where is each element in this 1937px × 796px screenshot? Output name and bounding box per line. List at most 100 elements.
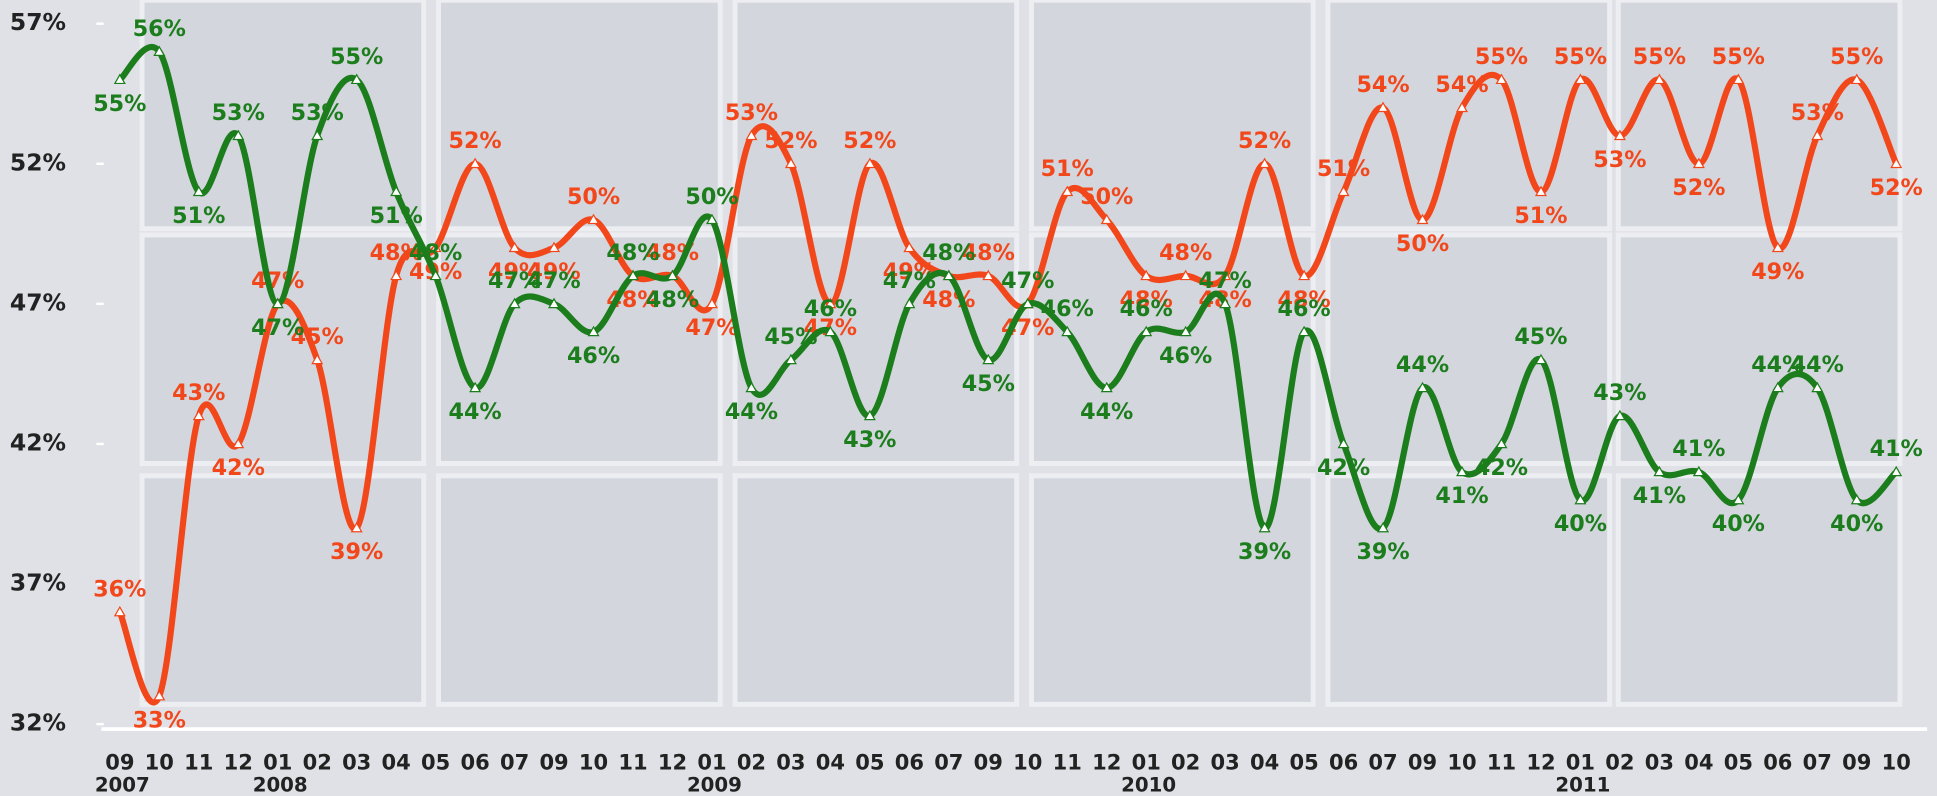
data-label: 33% — [133, 707, 186, 733]
x-tick-label: 05 — [1289, 751, 1318, 775]
data-label: 41% — [1672, 436, 1725, 462]
x-tick-label: 09 — [539, 751, 568, 775]
data-label: 51% — [370, 203, 423, 229]
x-tick-label: 06 — [895, 751, 924, 775]
y-tick-label: 32% — [10, 709, 66, 737]
data-label: 46% — [1159, 343, 1212, 369]
x-tick-label: 12 — [658, 751, 687, 775]
x-tick-label: 03 — [1645, 751, 1674, 775]
x-tick-label: 11 — [618, 751, 647, 775]
data-label: 46% — [804, 296, 857, 322]
data-label: 45% — [1514, 324, 1567, 350]
data-label: 46% — [1041, 296, 1094, 322]
x-tick-label: 03 — [1211, 751, 1240, 775]
x-tick-label: 10 — [145, 751, 174, 775]
data-label: 52% — [449, 128, 502, 154]
data-label: 47% — [883, 268, 936, 294]
x-tick-label: 10 — [1013, 751, 1042, 775]
x-tick-label: 09 — [1408, 751, 1437, 775]
data-label: 50% — [1080, 184, 1133, 210]
data-label: 47% — [527, 268, 580, 294]
data-label: 46% — [1278, 296, 1331, 322]
data-label: 46% — [1120, 296, 1173, 322]
x-tick-label: 12 — [1526, 751, 1555, 775]
data-label: 55% — [1554, 44, 1607, 70]
data-label: 54% — [1435, 72, 1488, 98]
x-tick-label: 04 — [816, 751, 845, 775]
x-tick-label: 10 — [1447, 751, 1476, 775]
x-tick-label: 07 — [934, 751, 963, 775]
year-label: 2011 — [1555, 773, 1610, 796]
data-label: 43% — [172, 380, 225, 406]
data-label: 53% — [1593, 147, 1646, 173]
data-label: 55% — [93, 91, 146, 117]
x-tick-label: 05 — [1724, 751, 1753, 775]
data-label: 44% — [1080, 399, 1133, 425]
data-label: 55% — [1830, 44, 1883, 70]
x-tick-label: 07 — [1803, 751, 1832, 775]
x-tick-label: 05 — [421, 751, 450, 775]
x-tick-label: 05 — [855, 751, 884, 775]
data-label: 46% — [567, 343, 620, 369]
y-tick-label: 52% — [10, 148, 66, 176]
chart: 32%37%42%47%52%57%0920071011120120080203… — [0, 0, 1937, 796]
data-label: 55% — [1475, 44, 1528, 70]
data-label: 52% — [764, 128, 817, 154]
data-label: 47% — [1199, 268, 1252, 294]
x-tick-label: 12 — [224, 751, 253, 775]
data-label: 53% — [212, 100, 265, 126]
data-label: 36% — [93, 576, 146, 602]
data-label: 53% — [725, 100, 778, 126]
data-label: 48% — [646, 287, 699, 313]
x-tick-label: 01 — [1132, 751, 1161, 775]
data-label: 48% — [606, 240, 659, 266]
x-tick-label: 09 — [974, 751, 1003, 775]
data-label: 51% — [1041, 156, 1094, 182]
x-tick-label: 04 — [1684, 751, 1713, 775]
x-tick-label: 06 — [1329, 751, 1358, 775]
data-label: 41% — [1435, 483, 1488, 509]
x-tick-label: 09 — [1842, 751, 1871, 775]
x-tick-label: 10 — [579, 751, 608, 775]
photo-panel — [1032, 0, 1314, 229]
data-label: 51% — [1514, 203, 1567, 229]
photo-panel — [735, 476, 1017, 705]
photo-panel — [1618, 0, 1900, 229]
data-label: 41% — [1633, 483, 1686, 509]
data-label: 44% — [449, 399, 502, 425]
photo-panel — [439, 476, 721, 705]
x-tick-label: 02 — [303, 751, 332, 775]
x-tick-label: 07 — [1368, 751, 1397, 775]
photo-panel — [1328, 476, 1610, 705]
data-label: 45% — [962, 371, 1015, 397]
data-label: 53% — [1791, 100, 1844, 126]
x-tick-label: 02 — [1605, 751, 1634, 775]
data-label: 39% — [330, 539, 383, 565]
data-label: 50% — [685, 184, 738, 210]
data-label: 52% — [843, 128, 896, 154]
data-label: 47% — [251, 315, 304, 341]
x-tick-label: 04 — [1250, 751, 1279, 775]
x-tick-label: 10 — [1882, 751, 1911, 775]
year-label: 2010 — [1121, 773, 1176, 796]
data-label: 39% — [1238, 539, 1291, 565]
x-tick-label: 04 — [382, 751, 411, 775]
x-tick-label: 01 — [697, 751, 726, 775]
data-label: 52% — [1238, 128, 1291, 154]
data-label: 52% — [1870, 175, 1923, 201]
data-label: 47% — [1001, 268, 1054, 294]
data-label: 40% — [1554, 511, 1607, 537]
x-tick-label: 07 — [500, 751, 529, 775]
data-label: 44% — [1791, 352, 1844, 378]
data-label: 53% — [291, 100, 344, 126]
x-tick-label: 06 — [1763, 751, 1792, 775]
data-label: 42% — [1475, 455, 1528, 481]
data-label: 51% — [172, 203, 225, 229]
data-label: 55% — [330, 44, 383, 70]
year-label: 2008 — [253, 773, 308, 796]
x-tick-label: 03 — [342, 751, 371, 775]
x-tick-label: 12 — [1092, 751, 1121, 775]
y-tick-label: 47% — [10, 288, 66, 316]
data-label: 43% — [1593, 380, 1646, 406]
x-tick-label: 01 — [263, 751, 292, 775]
